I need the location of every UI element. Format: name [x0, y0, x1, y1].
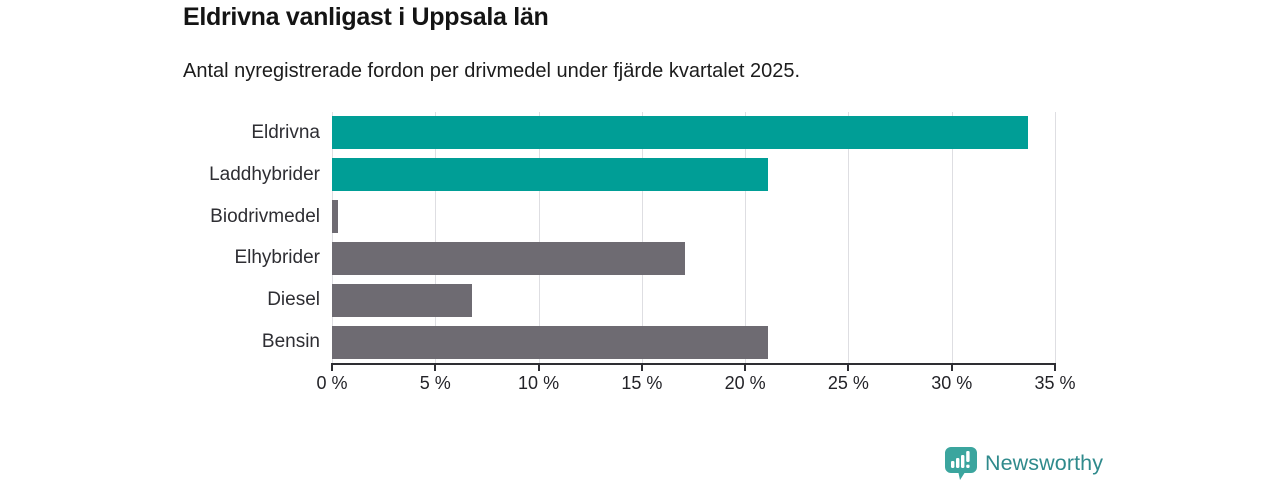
x-tick-label-30: 30 %	[931, 373, 973, 393]
category-label-laddhybrider: Laddhybrider	[209, 163, 320, 185]
x-tick-label-20: 20 %	[724, 373, 766, 393]
chart-title: Eldrivna vanligast i Uppsala län	[183, 3, 549, 31]
x-tick-label-10: 10 %	[518, 373, 560, 393]
x-tick-35	[1054, 363, 1056, 371]
x-tick-30	[950, 363, 953, 371]
newsworthy-logo-text: Newsworthy	[985, 450, 1104, 475]
x-tick-label-15: 15 %	[621, 373, 663, 393]
x-tick-15	[640, 363, 643, 371]
bar-diesel	[332, 283, 473, 317]
bar-biodrivmedel	[332, 200, 339, 234]
gridline-25	[848, 112, 850, 363]
bar-bensin	[332, 325, 768, 359]
bar-elhybrider	[332, 241, 686, 275]
x-tick-label-25: 25 %	[827, 373, 869, 393]
gridline-20	[745, 112, 747, 363]
chart-subtitle: Antal nyregistrerade fordon per drivmede…	[183, 60, 801, 82]
category-label-elhybrider: Elhybrider	[234, 247, 320, 269]
category-label-bensin: Bensin	[261, 331, 320, 353]
x-tick-label-0: 0 %	[316, 373, 348, 393]
plot-area	[332, 112, 1056, 363]
x-axis-line	[332, 363, 1056, 365]
gridline-30	[951, 112, 953, 363]
x-tick-20	[744, 363, 747, 371]
gridline-10	[538, 112, 540, 363]
gridline-0	[332, 112, 333, 363]
x-tick-label-5: 5 %	[419, 373, 451, 393]
gridline-35	[1055, 112, 1056, 363]
newsworthy-logo[interactable]: Newsworthy	[944, 446, 1103, 480]
bar-eldrivna	[332, 116, 1029, 150]
category-label-biodrivmedel: Biodrivmedel	[210, 205, 320, 227]
category-label-diesel: Diesel	[267, 289, 320, 311]
bar-laddhybrider	[332, 158, 768, 192]
bar-chart-bubble-icon	[945, 447, 977, 480]
x-tick-label-35: 35 %	[1034, 373, 1076, 393]
gridline-5	[435, 112, 437, 363]
x-tick-10	[537, 363, 540, 371]
category-label-eldrivna: Eldrivna	[251, 121, 320, 143]
y-axis-labels: Eldrivna Laddhybrider Biodrivmedel Elhybrid…	[0, 112, 320, 363]
x-tick-5	[434, 363, 437, 371]
x-tick-25	[847, 363, 850, 371]
x-tick-0	[331, 363, 333, 371]
gridline-15	[641, 112, 643, 363]
